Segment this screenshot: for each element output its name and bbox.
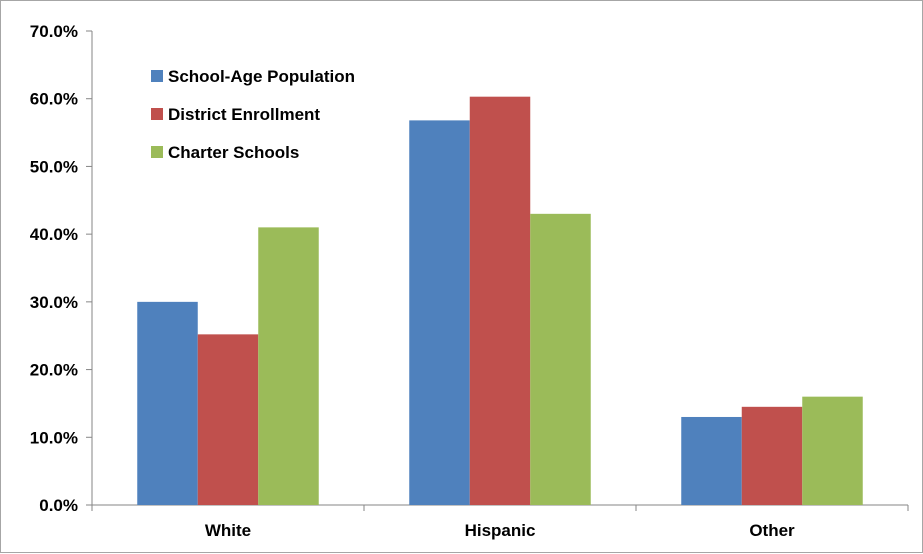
y-tick-label: 30.0% — [30, 293, 78, 312]
y-tick-label: 70.0% — [30, 22, 78, 41]
y-tick-label: 10.0% — [30, 428, 78, 447]
legend-label: School-Age Population — [168, 67, 355, 86]
legend-swatch — [151, 70, 163, 82]
bars-group — [137, 96, 863, 506]
bar — [681, 416, 742, 505]
legend-label: District Enrollment — [168, 105, 320, 124]
axes-group: 0.0% 10.0% 20.0% 30.0% 40.0% 50.0% 60.0% 70.0% W… — [30, 22, 909, 540]
bar — [530, 213, 591, 506]
bar — [258, 227, 319, 505]
legend-swatch — [151, 108, 163, 120]
bar — [469, 96, 531, 505]
x-category-label: Hispanic — [465, 521, 536, 540]
y-tick-label: 0.0% — [39, 496, 78, 515]
legend-swatch — [151, 146, 163, 158]
bar — [137, 301, 198, 505]
x-category-label: Other — [749, 521, 795, 540]
legend-label: Charter Schools — [168, 143, 299, 162]
y-tick-label: 50.0% — [30, 157, 78, 176]
y-tick-label: 60.0% — [30, 90, 78, 109]
bar — [741, 406, 803, 505]
x-category-label: White — [205, 521, 251, 540]
y-tick-label: 40.0% — [30, 225, 78, 244]
y-tick-label: 20.0% — [30, 361, 78, 380]
bar — [802, 396, 863, 505]
bar — [409, 120, 470, 505]
legend: School-Age Population District Enrollment… — [151, 67, 355, 162]
bar — [197, 334, 259, 505]
